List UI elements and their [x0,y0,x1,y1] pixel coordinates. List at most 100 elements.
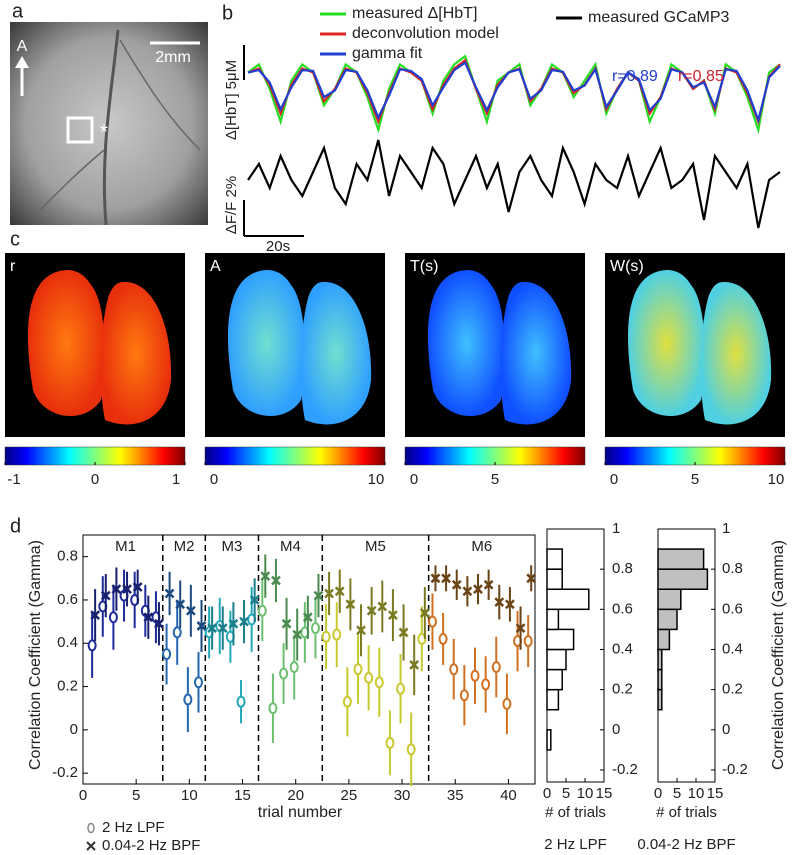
x-scale-label: 20s [266,238,290,255]
bpf-point [313,590,324,601]
y-tick-label: 0 [722,721,730,738]
y-tick-label: 0.6 [722,600,743,617]
hist-bar [546,648,567,671]
cortex-lobe [227,270,306,417]
panel-label: c [10,228,20,250]
roi-box [66,116,94,144]
hist-bar [546,588,590,611]
colorbar-tick-label: 0 [91,471,99,488]
heatmap-label: A [210,258,221,275]
x-tick-label: 0 [543,785,551,802]
y-axis-label: Correlation Coefficient (Gamma) [770,540,787,770]
legend-label: gamma fit [352,45,423,62]
lpf-point [470,669,480,682]
colorbar-tick-label: -1 [7,471,20,488]
y-tick-label: 0.6 [57,591,78,608]
bpf-point [249,595,260,605]
hist-bar [546,548,563,570]
cortex-lobe [700,281,772,425]
hist-bar [546,688,560,711]
lpf-point [427,615,437,628]
bpf-point [483,579,494,590]
hist-bar [657,688,663,711]
x-tick-label: 15 [707,785,724,802]
x-tick-label: 25 [341,787,358,804]
legend-marker [87,822,95,834]
bpf-point [451,579,462,590]
x-axis-label: trial number [258,804,343,821]
arrow-head [15,56,29,68]
lpf-point [459,689,469,702]
legend-label: measured Δ[HbT] [352,5,477,22]
vessel [102,29,120,226]
bpf-point [377,601,388,612]
bpf-point [441,573,451,584]
hist-bar [657,548,705,570]
group-label: M6 [471,538,492,555]
x-tick-label: 5 [132,787,140,804]
hist-bar [546,608,560,631]
colorbar-tick-label: 10 [368,471,385,488]
plot-frame [82,534,536,785]
colorbar [204,446,386,466]
lpf-point [406,743,416,756]
y-tick-label: 1 [722,520,730,537]
hist-bar [657,648,663,671]
hist-bar [546,628,575,651]
x-tick-label: 5 [673,785,681,802]
bpf-point [398,627,409,638]
y-tick-label: 0.4 [722,640,743,657]
bpf-point [366,605,377,616]
annotation: r=0.85 [678,68,724,85]
lpf-point [449,663,459,676]
lpf-point [502,697,512,710]
lpf-point [491,661,501,674]
group-label: M3 [221,538,242,555]
x-tick-label: 40 [500,787,517,804]
trace-line [247,61,781,124]
y-tick-label: 0 [612,721,620,738]
orientation-label: A [17,38,28,55]
heatmap-label: W(s) [610,258,644,275]
hist-bar [657,588,682,611]
lpf-point [162,648,172,661]
x-tick-label: 0 [654,785,662,802]
bpf-point [419,608,430,618]
lpf-point [310,622,320,635]
brain-image [10,22,208,226]
cortex-lobe [627,270,706,417]
lpf-point [183,693,193,706]
x-axis-label: # of trials [656,804,717,821]
plot-frame [657,528,716,783]
marker-label: * [100,121,108,143]
lpf-point [268,702,278,715]
heatmap-label: T(s) [410,258,438,275]
bpf-point [515,623,526,633]
y-tick-label: 0.8 [722,560,743,577]
y-scale-label: ΔF/F 2% [223,176,240,234]
bpf-point [143,612,154,623]
bpf-point [122,584,132,595]
bpf-point [526,573,537,584]
x-tick-label: 35 [447,787,464,804]
lpf-point [353,663,363,676]
hist-bar [546,729,552,751]
cortex-lobe [500,281,572,425]
group-label: M1 [115,538,136,555]
lpf-point [236,695,246,708]
colorbar-tick-label: 5 [491,471,499,488]
bpf-point [462,586,473,597]
legend-marker [86,841,96,851]
hist-title: 0.04-2 Hz BPF [637,836,735,853]
heatmap-label: r [10,258,16,275]
lpf-point [321,630,331,643]
bpf-point [185,605,196,616]
hist-bar [546,668,563,691]
bpf-point [196,621,207,631]
y-tick-label: 0.8 [612,560,633,577]
bpf-point [132,582,143,592]
y-tick-label: 0.4 [57,634,78,651]
x-axis-label: # of trials [545,804,606,821]
